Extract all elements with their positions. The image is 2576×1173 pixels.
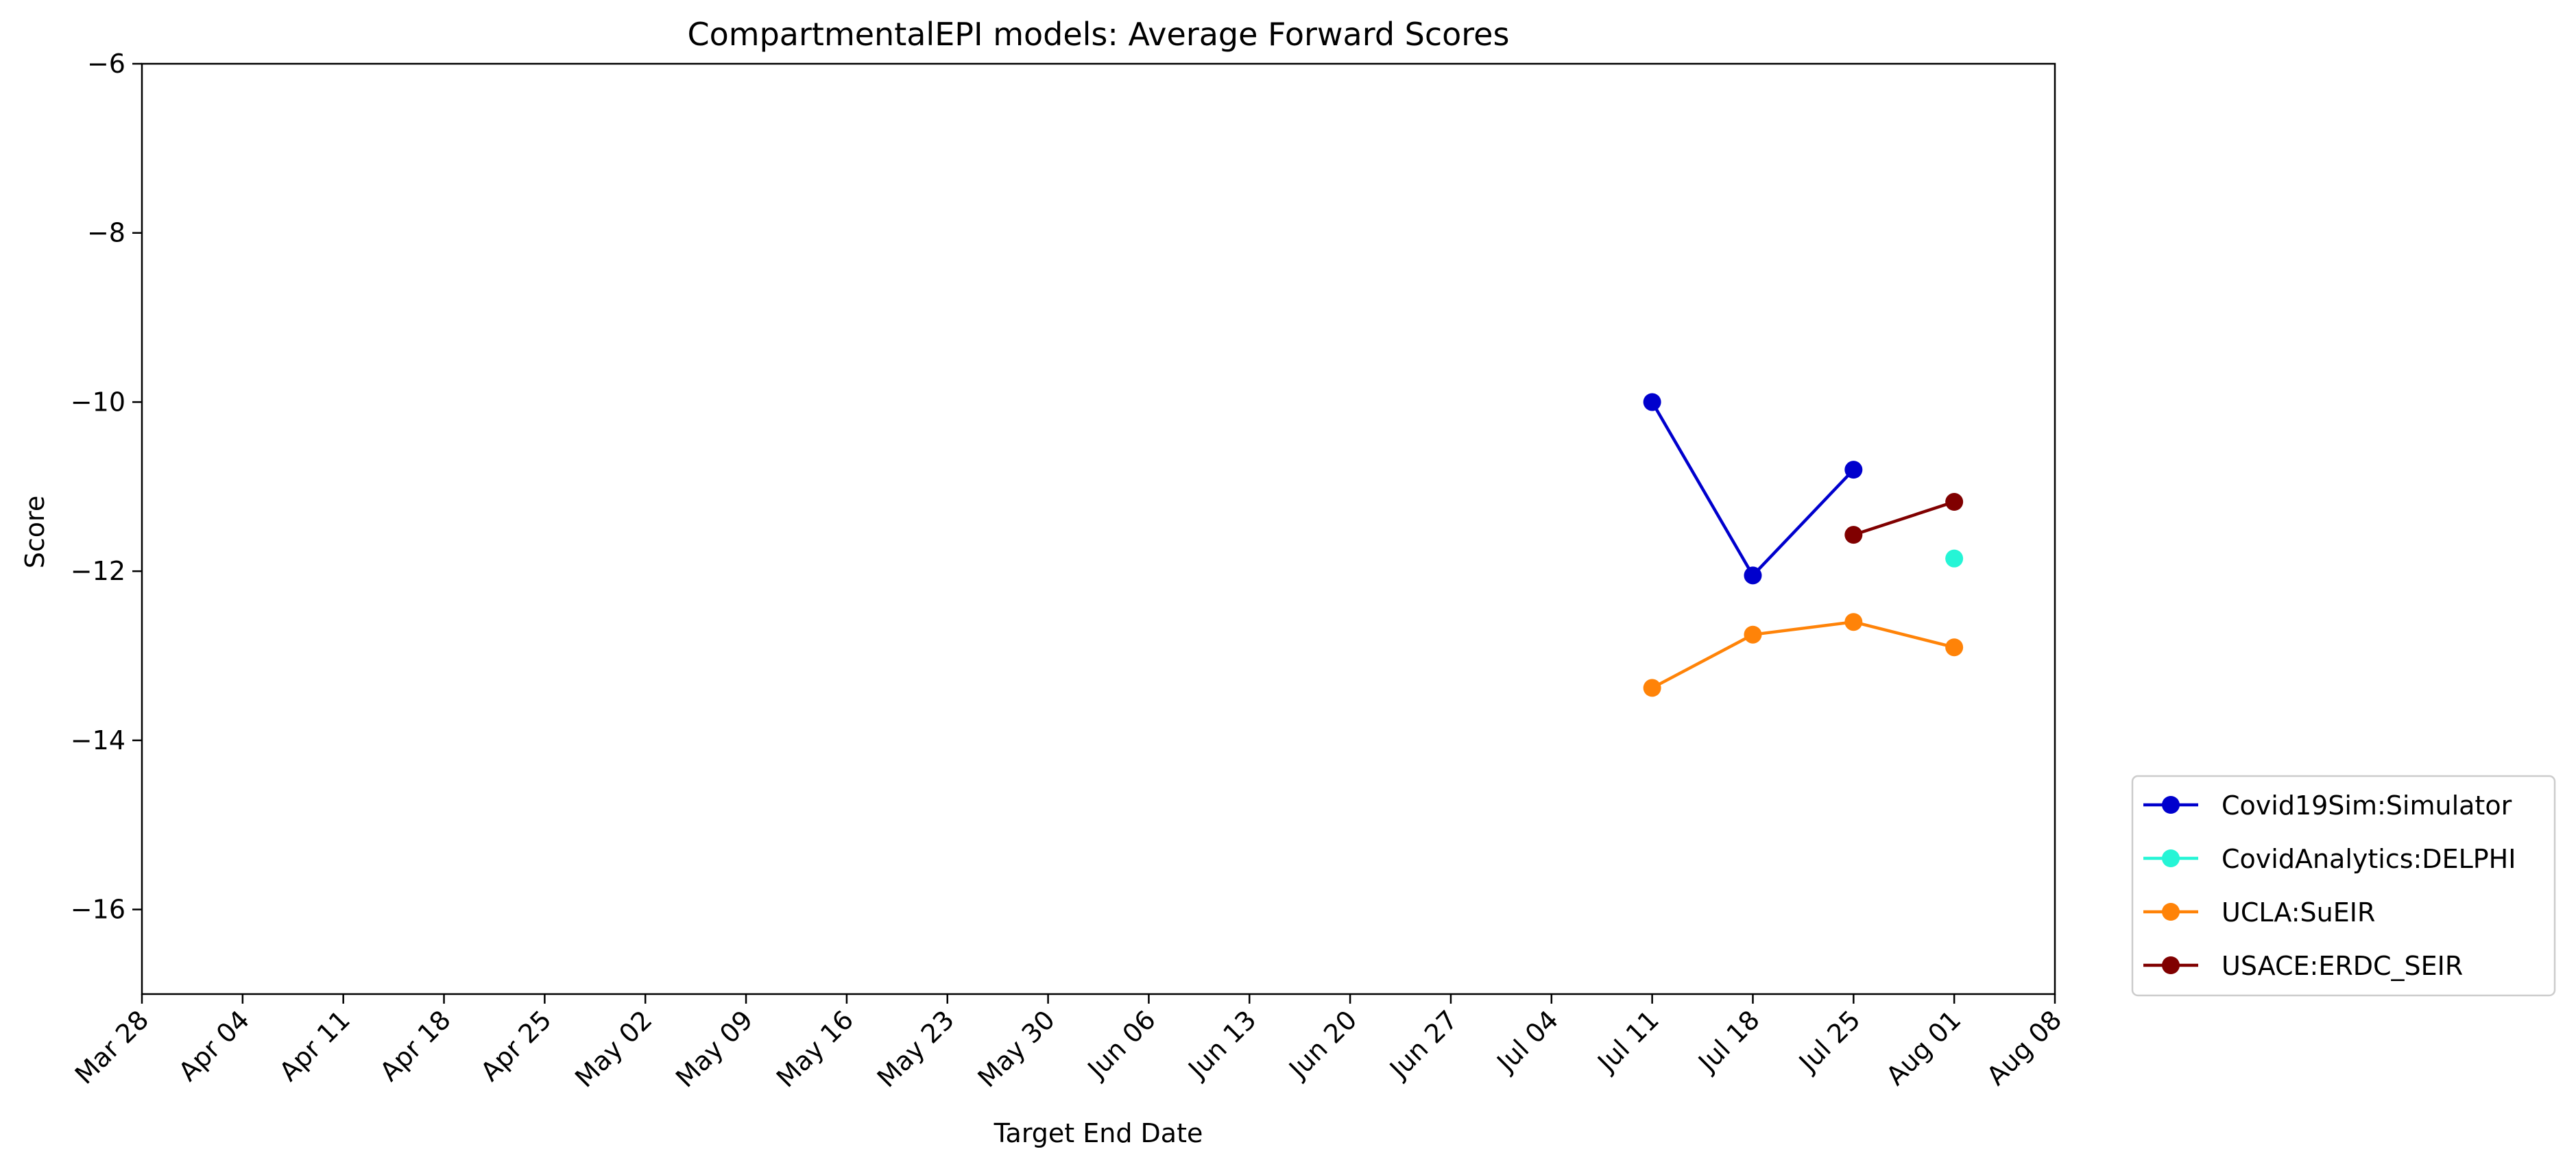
legend-marker [2162, 903, 2180, 921]
data-point [1945, 638, 1964, 657]
series-line [1650, 401, 1855, 577]
x-axis-label: Target End Date [994, 1118, 1203, 1148]
series-line [1853, 500, 1955, 537]
series-2 [1643, 613, 1964, 697]
x-tick-label: Aug 08 [1981, 1004, 2067, 1091]
x-tick-label: Jul 25 [1792, 1004, 1866, 1078]
x-tick-label: May 16 [771, 1004, 859, 1093]
legend-marker [2162, 796, 2180, 814]
series-line [1651, 620, 1955, 690]
series-1 [1945, 549, 1964, 568]
y-tick-label: −8 [87, 218, 125, 248]
y-tick-label: −12 [71, 556, 125, 586]
x-tick-label: Apr 11 [274, 1004, 356, 1087]
legend: Covid19Sim:Simulator CovidAnalytics:DELPH… [2131, 775, 2556, 997]
y-axis-label: Score [20, 496, 50, 568]
plot-area: −16 −14 −12 −10 −8 −6 Mar 28 Apr 04 Apr 11 Apr 18… [69, 49, 2068, 1093]
legend-box [2131, 775, 2556, 997]
data-point [1945, 493, 1964, 511]
legend-item: USACE:ERDC_SEIR [2143, 951, 2463, 981]
data-point [1744, 566, 1762, 585]
x-tick-label: May 02 [569, 1004, 658, 1093]
legend-marker [2162, 849, 2180, 867]
x-tick-label: Jul 04 [1490, 1004, 1564, 1078]
y-tick-label: −10 [71, 387, 125, 417]
data-point [1643, 679, 1661, 697]
legend-item: Covid19Sim:Simulator [2143, 790, 2512, 821]
legend-label: UCLA:SuEIR [2222, 897, 2375, 928]
data-point [1844, 461, 1863, 479]
series-3 [1844, 493, 1964, 544]
x-tick-label: Apr 04 [173, 1004, 255, 1087]
data-point [1844, 526, 1863, 544]
y-tick-label: −16 [71, 895, 125, 925]
x-tick-label: Aug 01 [1880, 1004, 1966, 1091]
y-tick-label: −14 [71, 725, 125, 755]
x-tick-label: Apr 18 [374, 1004, 457, 1087]
x-tick-label: Apr 25 [474, 1004, 557, 1087]
chart-title: CompartmentalEPI models: Average Forward… [688, 16, 1510, 53]
x-tick-label: May 23 [871, 1004, 960, 1093]
x-tick-label: Jul 11 [1591, 1004, 1665, 1078]
legend-marker [2162, 956, 2180, 974]
data-point [1945, 549, 1964, 568]
data-point [1744, 625, 1762, 644]
legend-label: CovidAnalytics:DELPHI [2222, 844, 2516, 874]
x-tick-label: May 30 [972, 1004, 1061, 1093]
legend-item: CovidAnalytics:DELPHI [2143, 844, 2516, 874]
x-tick-label: May 09 [670, 1004, 758, 1093]
x-tick-label: Jul 18 [1692, 1004, 1766, 1078]
plot-frame [141, 62, 2056, 995]
legend-label: USACE:ERDC_SEIR [2222, 951, 2463, 981]
data-point [1643, 393, 1661, 411]
x-tick-label: Jun 06 [1081, 1004, 1161, 1085]
x-tick-label: Jun 20 [1282, 1004, 1362, 1085]
x-tick-label: Mar 28 [69, 1004, 155, 1090]
series-0 [1643, 393, 1863, 585]
legend-label: Covid19Sim:Simulator [2222, 790, 2512, 821]
y-tick-label: −6 [87, 49, 125, 79]
x-tick-label: Jun 27 [1383, 1004, 1463, 1085]
data-point [1844, 613, 1863, 631]
x-tick-label: Jun 13 [1181, 1004, 1262, 1085]
legend-item: UCLA:SuEIR [2143, 897, 2375, 928]
